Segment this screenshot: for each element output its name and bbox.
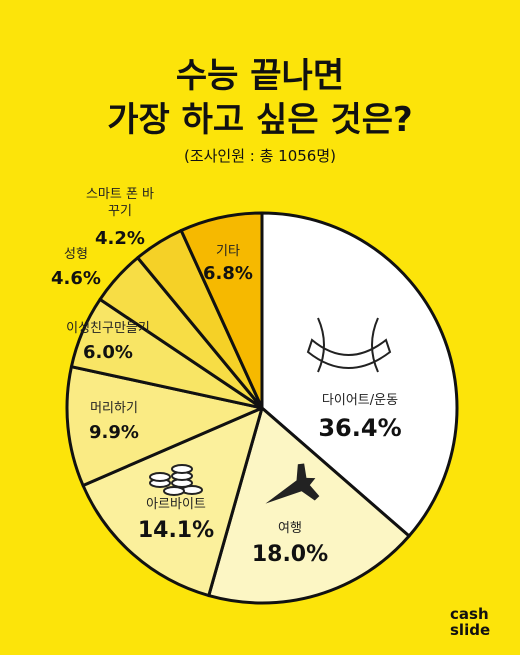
pie-slice (179, 211, 264, 410)
value-label: 9.9% (89, 422, 139, 443)
slice-label: 성형 (64, 247, 88, 262)
slice-label: 여행 (278, 521, 302, 536)
value-label: 36.4% (318, 414, 402, 442)
pie-slice (65, 365, 264, 487)
value-label: 18.0% (251, 542, 329, 567)
slice-label: 이성친구만들기 (66, 321, 150, 336)
pie-slice (260, 211, 459, 538)
value-label: 4.2% (95, 228, 145, 249)
logo: slide (450, 621, 491, 639)
slice-label: 아르바이트 (146, 497, 206, 512)
icon-coins (149, 464, 203, 496)
value-label: 6.8% (203, 263, 253, 284)
value-label: 14.1% (137, 518, 215, 543)
title-line: 수능 끝나면 (175, 56, 345, 96)
subtitle: (조사인원 : 총 1056명) (183, 147, 337, 165)
slice-label: 스마트 폰 바꾸기 (85, 187, 155, 219)
slice-label: 기타 (216, 244, 240, 259)
slice-label: 다이어트/운동 (321, 393, 399, 408)
pie-slice (81, 406, 264, 598)
icon-plane (265, 463, 320, 504)
value-label: 4.6% (51, 268, 101, 289)
value-label: 6.0% (83, 342, 133, 363)
title-line: 가장 하고 싶은 것은? (107, 100, 413, 140)
logo: cash (450, 605, 489, 623)
icon-waist (306, 317, 392, 373)
pie-slice (207, 406, 411, 605)
slice-label: 머리하기 (90, 401, 138, 416)
